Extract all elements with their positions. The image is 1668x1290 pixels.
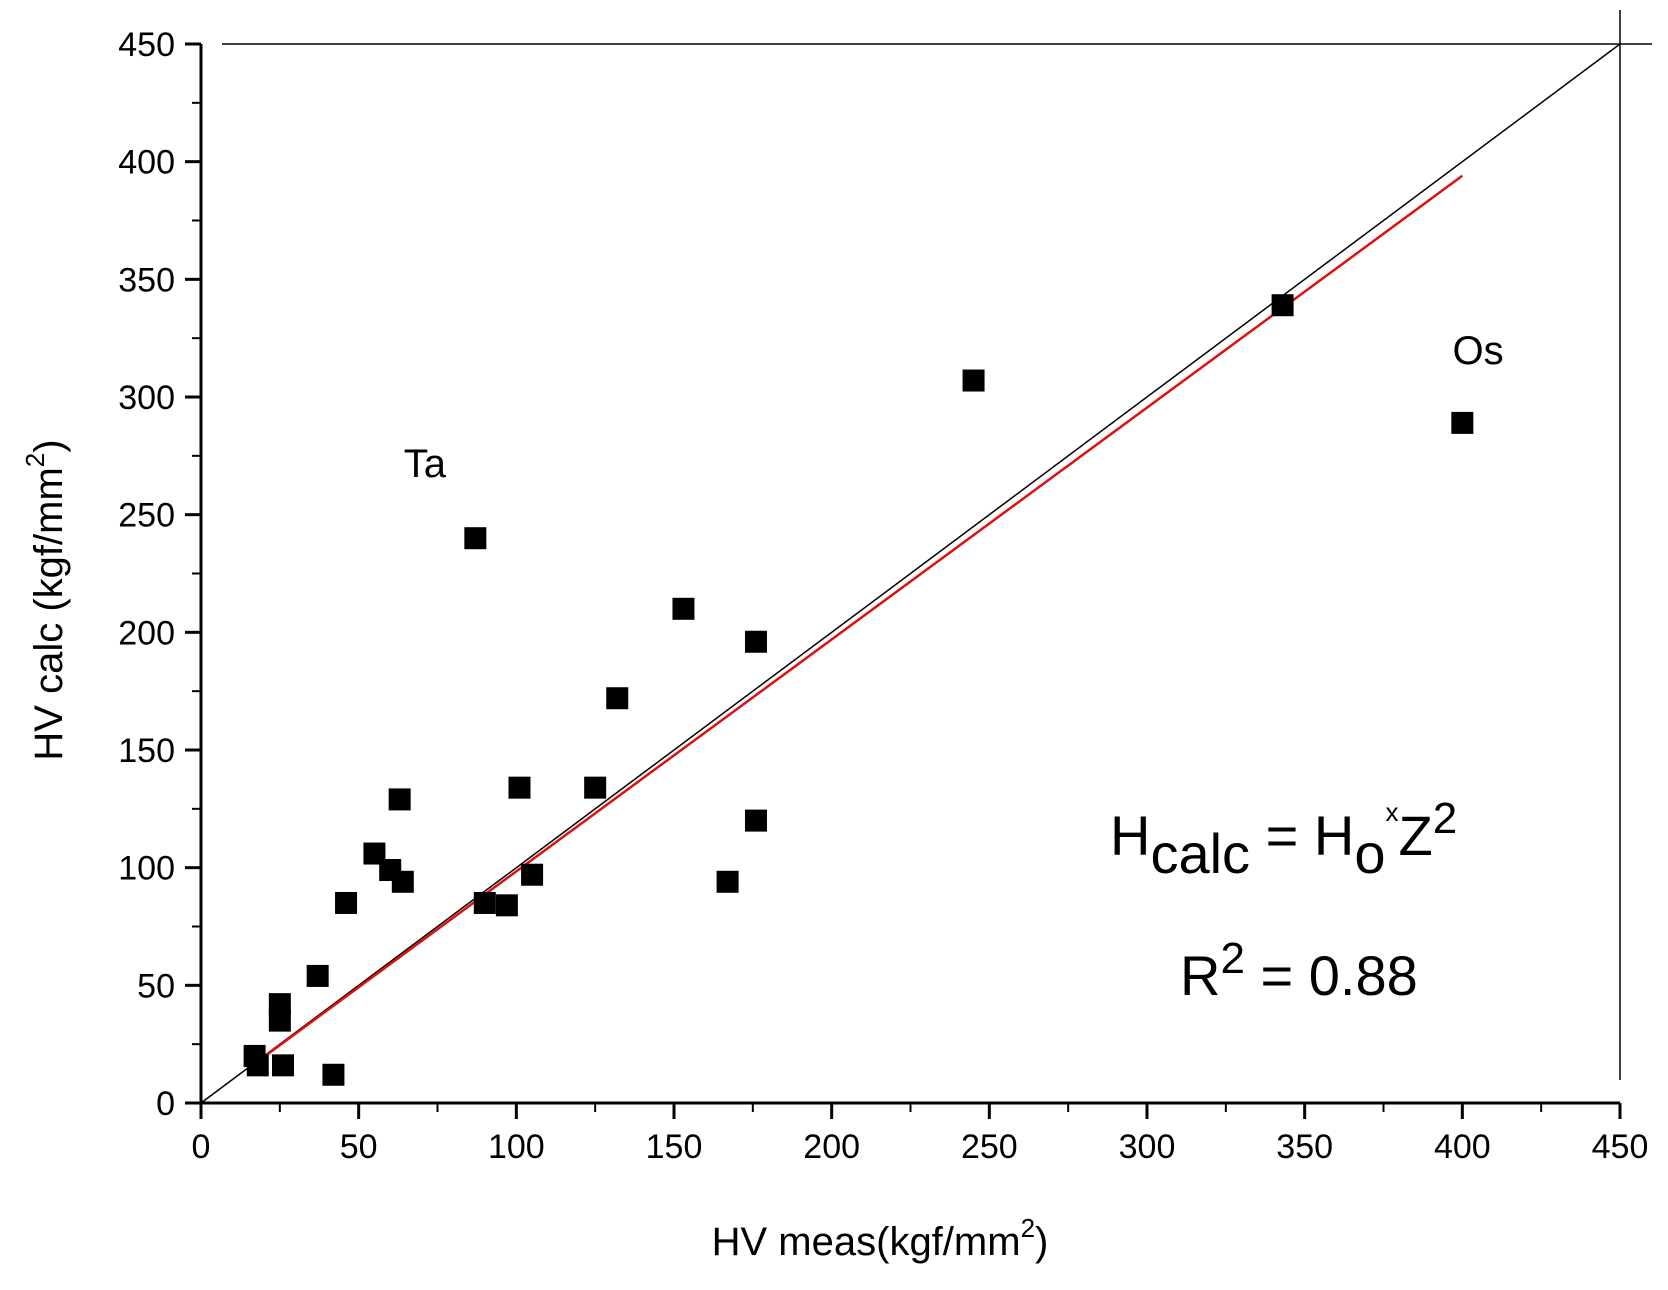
data-point (744, 630, 767, 653)
x-tick-label: 100 (488, 1128, 545, 1166)
point-annotations: Ta Os (404, 329, 1504, 486)
data-point (495, 894, 518, 917)
data-point (246, 1054, 269, 1077)
data-point (744, 809, 767, 832)
y-axis-title-sup: 2 (20, 453, 50, 467)
y-tick-label: 300 (118, 379, 175, 417)
y-tick-label: 450 (118, 26, 175, 64)
x-tick-label: 200 (803, 1128, 860, 1166)
formula-z: Z (1398, 804, 1432, 867)
data-point (271, 1054, 294, 1077)
data-point (268, 1009, 291, 1032)
x-axis-title: HV meas(kgf/mm2) (712, 1213, 1049, 1264)
data-point (473, 891, 496, 914)
axis-ticks (185, 42, 1622, 1119)
y-axis-title: HV calc (kgf/mm2) (20, 439, 71, 760)
x-tick-label: 0 (192, 1128, 211, 1166)
y-tick-label: 50 (137, 967, 175, 1005)
x-tick-label: 250 (961, 1128, 1018, 1166)
x-axis-title-sup: 2 (1021, 1213, 1035, 1243)
y-tick-label: 200 (118, 614, 175, 652)
formula-r2: R2 = 0.88 (1180, 934, 1418, 1007)
point-annotation-os: Os (1453, 329, 1504, 373)
x-tick-label: 300 (1119, 1128, 1176, 1166)
y-tick-label: 250 (118, 497, 175, 535)
formula-equals-h: = H (1250, 804, 1354, 867)
plot-frame (199, 10, 1652, 1105)
data-point (584, 776, 607, 799)
data-point (335, 891, 358, 914)
data-point (962, 369, 985, 392)
x-axis-title-end: ) (1035, 1220, 1048, 1264)
x-axis-title-text: HV meas(kgf/mm (712, 1220, 1021, 1264)
formula-o-sub: o (1354, 822, 1385, 885)
axis-tick-labels: 0 50 100 150 200 250 300 350 400 450 0 50 100 150 200 2… (118, 26, 1648, 1166)
data-point (391, 870, 414, 893)
y-tick-label: 400 (118, 144, 175, 182)
point-annotation-ta: Ta (404, 442, 447, 486)
y-axis-title-end: ) (27, 439, 71, 452)
data-point (606, 687, 629, 710)
reference-lines (200, 43, 1621, 1104)
data-point (322, 1063, 345, 1086)
x-tick-label: 450 (1592, 1128, 1649, 1166)
formula-calc-sub: calc (1150, 822, 1250, 885)
data-point (306, 964, 329, 987)
data-points (243, 294, 1474, 1086)
data-point (672, 597, 695, 620)
data-point (716, 870, 739, 893)
data-point (1451, 411, 1474, 434)
y-tick-label: 150 (118, 732, 175, 770)
formula-hcalc: Hcalc = HoxZ2 (1110, 794, 1457, 885)
ideal-line (200, 43, 1621, 1104)
y-tick-label: 0 (156, 1085, 175, 1123)
y-axis-title-text: HV calc (kgf/mm (27, 467, 71, 760)
y-tick-label: 100 (118, 850, 175, 888)
x-tick-label: 400 (1434, 1128, 1491, 1166)
formula-r: R (1180, 944, 1220, 1007)
formula-z-sup: 2 (1433, 794, 1457, 843)
x-tick-label: 350 (1276, 1128, 1333, 1166)
x-tick-label: 150 (646, 1128, 703, 1166)
data-point (1271, 294, 1294, 317)
data-point (388, 788, 411, 811)
data-point (521, 863, 544, 886)
data-point (508, 776, 531, 799)
formula-r-value: = 0.88 (1245, 944, 1418, 1007)
formula-r-sup: 2 (1220, 934, 1244, 983)
formula-h: H (1110, 804, 1150, 867)
fit-line (253, 174, 1464, 1065)
formula-x-sup: x (1385, 797, 1398, 827)
x-tick-label: 50 (340, 1128, 378, 1166)
y-tick-label: 350 (118, 261, 175, 299)
data-point (464, 527, 487, 550)
